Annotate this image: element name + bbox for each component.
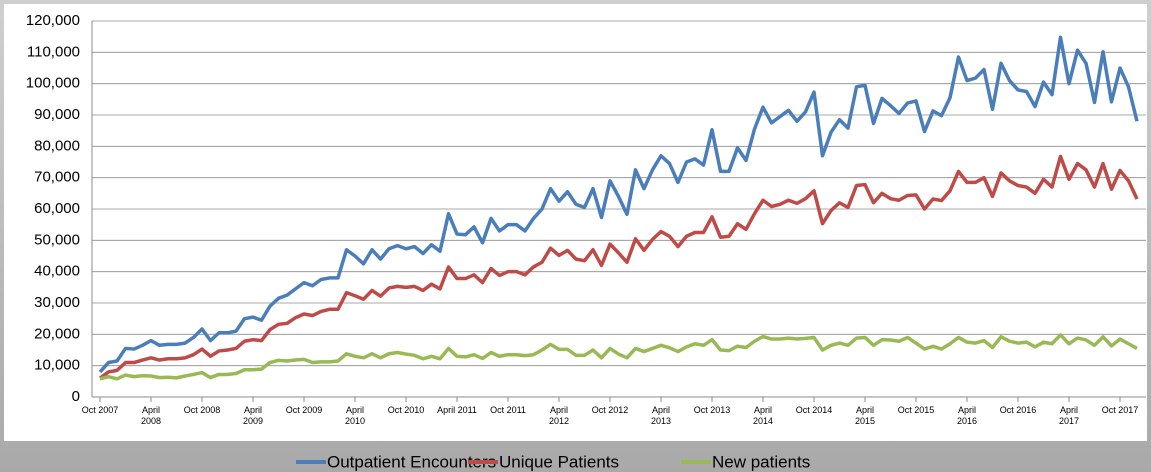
x-tick-label: April 2008 — [131, 405, 171, 427]
x-tick-label: Oct 2011 — [488, 405, 528, 416]
x-tick-label: April 2015 — [845, 405, 885, 427]
y-tick-label: 100,000 — [26, 75, 80, 92]
x-tick-label: April 2009 — [233, 405, 273, 427]
x-tick-label: April 2013 — [641, 405, 681, 427]
y-tick-label: 80,000 — [34, 137, 80, 154]
y-tick-label: 110,000 — [27, 43, 80, 60]
x-tick-label: Oct 2008 — [182, 405, 222, 416]
legend-label: Unique Patients — [499, 452, 619, 471]
chart: 0 10,000 20,000 30,000 40,000 50,000 60,000 70,… — [0, 0, 1151, 472]
legend-label: New patients — [712, 452, 810, 471]
y-tick-label: 50,000 — [34, 231, 80, 248]
x-tick-label: Oct 2013 — [692, 405, 732, 416]
x-tick-label: Oct 2016 — [998, 405, 1038, 416]
y-tick-label: 90,000 — [34, 106, 80, 123]
x-tick-label: April 2014 — [743, 405, 783, 427]
x-tick-label: Oct 2015 — [896, 405, 936, 416]
page: 0 10,000 20,000 30,000 40,000 50,000 60,000 70,… — [0, 0, 1151, 472]
x-tick-label: April 2012 — [539, 405, 579, 427]
x-tick-label: Oct 2017 — [1100, 405, 1140, 416]
x-tick-label: Oct 2012 — [590, 405, 630, 416]
y-tick-label: 0 — [72, 388, 80, 405]
y-tick-label: 60,000 — [34, 200, 80, 217]
x-tick-label: Oct 2007 — [80, 405, 120, 416]
x-tick-label: April 2016 — [947, 405, 987, 427]
x-tick-label: April 2010 — [335, 405, 375, 427]
x-tick-label: Oct 2010 — [386, 405, 426, 416]
y-tick-label: 20,000 — [34, 325, 80, 342]
y-tick-label: 10,000 — [34, 357, 80, 374]
x-tick-label: Oct 2009 — [284, 405, 324, 416]
y-tick-label: 40,000 — [34, 263, 80, 280]
y-tick-label: 30,000 — [34, 294, 80, 311]
chart-area — [4, 4, 1147, 441]
x-tick-label: Oct 2014 — [794, 405, 834, 416]
y-tick-label: 120,000 — [26, 12, 80, 29]
x-tick-label: April 2017 — [1049, 405, 1089, 427]
y-tick-label: 70,000 — [34, 169, 80, 186]
x-tick-label: April 2011 — [437, 405, 477, 416]
